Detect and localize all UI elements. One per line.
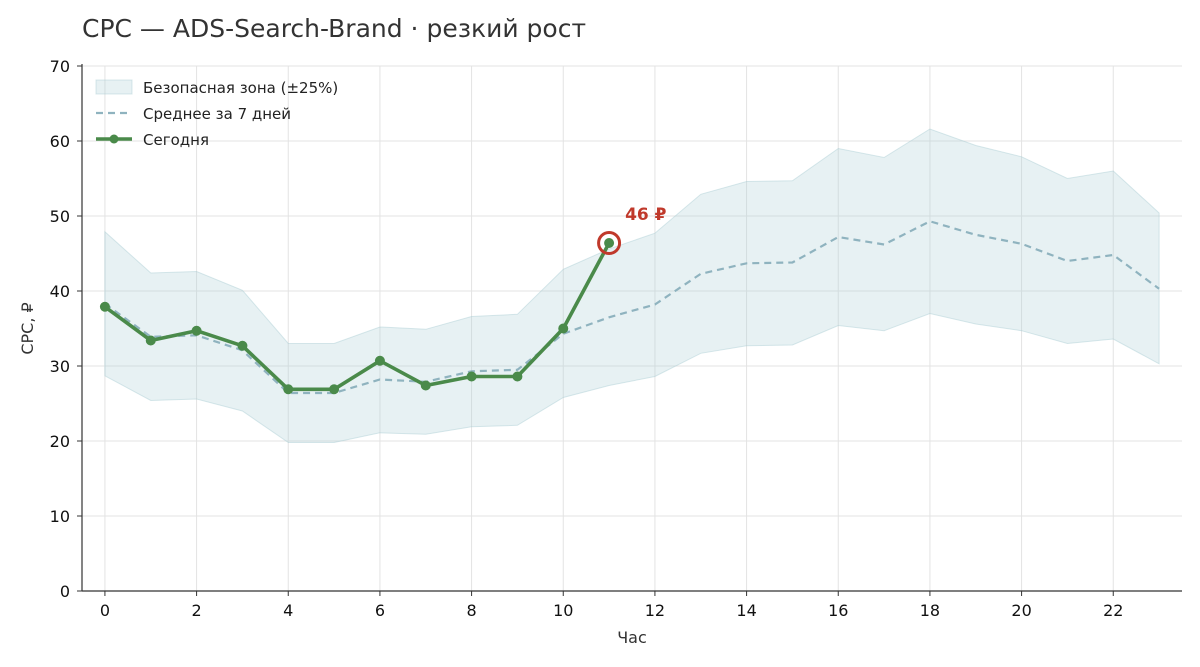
today-point [237, 340, 248, 351]
legend-today-label: Сегодня [143, 131, 209, 149]
x-tick-label: 8 [466, 601, 476, 620]
y-tick-label: 0 [60, 582, 70, 601]
today-point [512, 371, 523, 382]
x-tick-label: 16 [828, 601, 848, 620]
x-tick-label: 20 [1011, 601, 1031, 620]
legend-band-label: Безопасная зона (±25%) [143, 79, 338, 97]
x-tick-label: 0 [100, 601, 110, 620]
today-point [145, 335, 156, 346]
today-point [374, 355, 385, 366]
x-tick-label: 18 [920, 601, 940, 620]
y-tick-label: 70 [50, 57, 70, 76]
y-tick-label: 30 [50, 357, 70, 376]
spike-annotation-label: 46 ₽ [625, 205, 667, 225]
y-tick-label: 40 [50, 282, 70, 301]
y-tick-label: 60 [50, 132, 70, 151]
x-tick-label: 12 [645, 601, 665, 620]
today-point [558, 323, 569, 334]
chart-title: CPC — ADS-Search-Brand · резкий рост [82, 14, 587, 43]
today-point [466, 371, 477, 382]
x-tick-label: 6 [375, 601, 385, 620]
legend-today-marker [109, 134, 119, 144]
x-tick-label: 10 [553, 601, 573, 620]
x-tick-label: 14 [736, 601, 756, 620]
y-tick-label: 20 [50, 432, 70, 451]
legend-average-label: Среднее за 7 дней [143, 105, 291, 123]
legend-band-swatch [95, 79, 133, 95]
x-tick-label: 2 [191, 601, 201, 620]
today-point [604, 238, 615, 248]
y-axis-label: CPC, ₽ [18, 302, 37, 354]
today-line [103, 242, 611, 392]
safe-zone-band [104, 128, 1160, 443]
today-point [191, 325, 202, 336]
today-point [283, 384, 294, 395]
spike-marker [597, 231, 622, 255]
today-point [420, 380, 431, 391]
today-point [329, 384, 340, 395]
average-7-days-line [104, 220, 1160, 395]
x-tick-label: 4 [283, 601, 293, 620]
x-tick-label: 22 [1103, 601, 1123, 620]
x-axis-label: Час [617, 628, 647, 647]
y-tick-label: 50 [50, 207, 70, 226]
y-tick-label: 10 [50, 507, 70, 526]
today-point [99, 301, 110, 312]
